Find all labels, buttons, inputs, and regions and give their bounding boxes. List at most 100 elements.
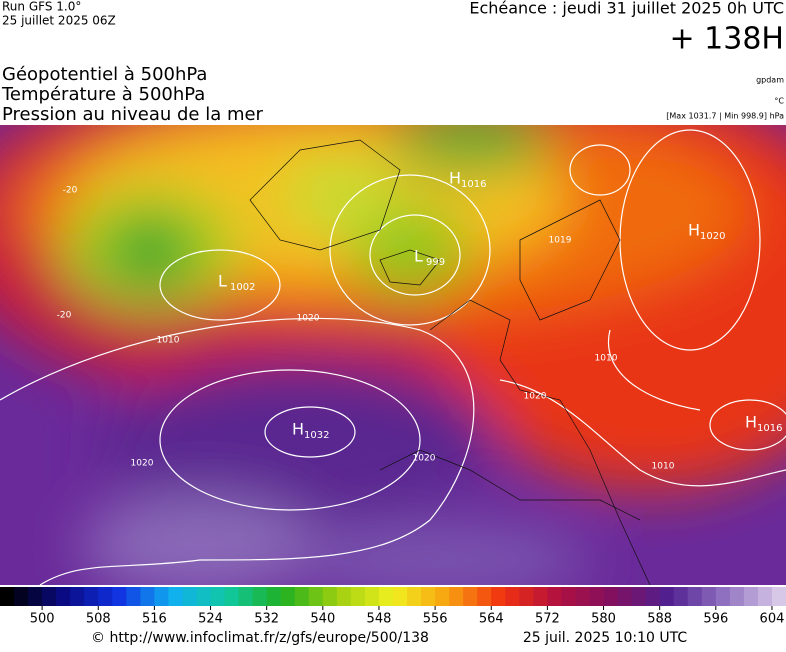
contour-label: 1020 (131, 459, 154, 469)
colorbar-swatch (0, 587, 15, 606)
center-letter: L (414, 247, 423, 266)
colorbar-swatch (364, 587, 380, 606)
colorbar-label: 572 (535, 612, 560, 627)
colorbar-swatch (603, 587, 619, 606)
colorbar-label: 580 (591, 612, 616, 627)
colorbar-swatch (547, 587, 562, 606)
colorbar-swatch (266, 587, 282, 606)
colorbar-swatch (757, 587, 773, 606)
field-name: Pression au niveau de la mer (2, 104, 264, 125)
colorbar-swatch (280, 587, 296, 606)
colorbar-swatch (617, 587, 633, 606)
contour-label: 1020 (524, 392, 547, 402)
contour-label: 1010 (157, 336, 180, 346)
colorbar-label: 500 (30, 612, 55, 627)
colorbar-swatch (393, 587, 408, 606)
contour-label: 1010 (595, 354, 618, 364)
timestamp: 25 juil. 2025 10:10 UTC (523, 630, 688, 646)
colorbar-swatch (533, 587, 548, 606)
center-letter: L (218, 272, 227, 291)
colorbar-label: 564 (479, 612, 504, 627)
colorbar-swatch (56, 587, 71, 606)
contour-label: 1010 (652, 462, 675, 472)
colorbar-swatch (84, 587, 99, 606)
colorbar-swatch (154, 587, 169, 606)
colorbar-swatch (336, 587, 352, 606)
center-letter: H (449, 169, 461, 188)
field-name: Température à 500hPa (1, 84, 205, 105)
center-value: 1002 (230, 282, 255, 293)
colorbar-label: 548 (367, 612, 392, 627)
center-value: 999 (426, 257, 445, 268)
run-label: Run GFS 1.0° (2, 0, 81, 14)
run-date: 25 juillet 2025 06Z (2, 14, 116, 28)
center-letter: H (745, 413, 757, 432)
forecast-time: Echéance : jeudi 31 juillet 2025 0h UTC (469, 0, 784, 18)
contour-label: 1020 (413, 454, 436, 464)
colorbar-swatch (196, 587, 212, 606)
colorbar-swatch (715, 587, 731, 606)
center-value: 1016 (461, 179, 486, 190)
colorbar-label: 596 (703, 612, 728, 627)
center-value: 1032 (304, 430, 329, 441)
colorbar-label: 604 (760, 612, 785, 627)
colorbar-swatch (407, 587, 422, 606)
colorbar-swatch (729, 587, 745, 606)
contour-label: -20 (57, 311, 72, 321)
colorbar-swatch (575, 587, 590, 606)
colorbar-swatch (28, 587, 43, 606)
center-letter: H (688, 221, 700, 240)
colorbar-swatch (140, 587, 155, 606)
colorbar-swatch (308, 587, 324, 606)
colorbar-swatch (182, 587, 197, 606)
colorbar-label: 532 (254, 612, 279, 627)
center-value: 1020 (700, 231, 725, 242)
colorbar-swatch (505, 587, 520, 606)
colorbar-swatch (70, 587, 85, 606)
colorbar-swatch (42, 587, 57, 606)
colorbar-swatch (519, 587, 534, 606)
colorbar-swatch (673, 587, 689, 606)
contour-label: -20 (63, 186, 78, 196)
center-letter: H (292, 420, 304, 439)
colorbar-swatch (463, 587, 478, 606)
colorbar-swatch (435, 587, 450, 606)
source-url: © http://www.infoclimat.fr/z/gfs/europe/… (91, 630, 429, 646)
colorbar-swatch (14, 587, 29, 606)
field-name: Géopotentiel à 500hPa (2, 64, 207, 85)
center-value: 1016 (757, 423, 782, 434)
colorbar-swatch (449, 587, 464, 606)
unit: gpdam (756, 76, 784, 85)
contour-label: 1019 (549, 236, 572, 246)
colorbar-swatch (743, 587, 759, 606)
colorbar-label: 588 (647, 612, 672, 627)
colorbar-swatch (477, 587, 492, 606)
unit: °C (774, 97, 784, 106)
colorbar-swatch (645, 587, 661, 606)
colorbar-label: 556 (423, 612, 448, 627)
map-area (0, 125, 786, 585)
colorbar-swatch (631, 587, 647, 606)
contour-label: 1020 (297, 314, 320, 324)
colorbar-swatch (378, 587, 394, 606)
colorbar-swatch (224, 587, 240, 606)
colorbar-label: 540 (310, 612, 335, 627)
colorbar-swatch (561, 587, 576, 606)
unit: [Max 1031.7 | Min 998.9] hPa (666, 112, 784, 121)
colorbar-swatch (589, 587, 605, 606)
colorbar-label: 524 (198, 612, 223, 627)
colorbar-label: 516 (142, 612, 167, 627)
colorbar-swatch (210, 587, 226, 606)
colorbar-swatch (491, 587, 506, 606)
colorbar-swatch (701, 587, 717, 606)
colorbar-swatch (168, 587, 183, 606)
colorbar-swatch (126, 587, 141, 606)
colorbar-swatch (322, 587, 338, 606)
colorbar-swatch (659, 587, 675, 606)
colorbar-swatch (112, 587, 127, 606)
colorbar-swatch (771, 587, 786, 606)
colorbar-swatch (238, 587, 254, 606)
colorbar-swatch (421, 587, 436, 606)
